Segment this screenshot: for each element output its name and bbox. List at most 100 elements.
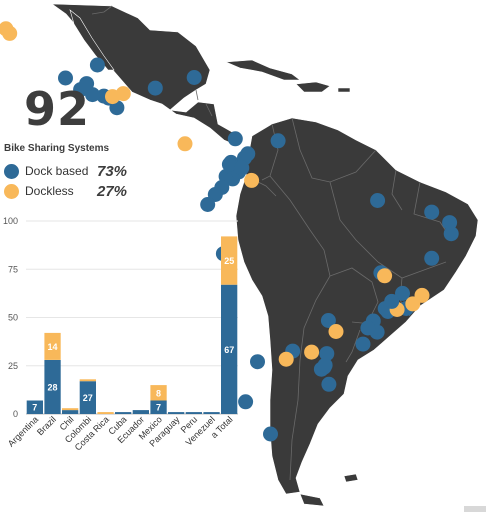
dock-based-marker xyxy=(79,76,95,92)
dock-based-marker xyxy=(424,204,440,220)
dock-based-marker xyxy=(89,57,105,73)
bar-data-label: 7 xyxy=(156,403,161,413)
dockless-marker xyxy=(177,136,193,152)
bar-dock-based xyxy=(185,412,202,414)
y-tick-label: 100 xyxy=(3,216,18,226)
hispaniola-land xyxy=(295,81,331,93)
dock-based-marker xyxy=(238,394,254,410)
dock-based-marker xyxy=(221,156,237,172)
dock-based-marker xyxy=(234,160,250,176)
border-line xyxy=(329,181,379,263)
dock-based-marker xyxy=(321,376,337,392)
bar-dockless xyxy=(62,408,79,411)
dock-based-marker xyxy=(240,146,256,162)
dock-based-marker xyxy=(370,193,386,208)
bike-system-markers xyxy=(0,21,459,442)
legend-dockless-label: Dockless xyxy=(25,184,74,198)
bar-data-label: 28 xyxy=(47,383,57,393)
chart-bars: 7 28 14 27 7 8 67 25 xyxy=(26,236,238,414)
legend-dock-based-percent: 73% xyxy=(97,162,128,180)
dock-based-marker xyxy=(384,293,400,309)
bar-dock-based xyxy=(150,400,167,414)
dock-based-swatch xyxy=(4,163,19,179)
legend-dockless: Dockless 27% xyxy=(4,182,127,200)
bar-dockless xyxy=(150,385,167,401)
dock-based-marker xyxy=(227,131,243,147)
border-line xyxy=(345,329,361,363)
border-line xyxy=(289,275,331,481)
dock-based-marker xyxy=(200,197,216,212)
puerto-rico-land xyxy=(337,87,351,93)
dockless-marker xyxy=(244,172,260,188)
chart-grid: 0 25 50 75 100 xyxy=(3,216,238,419)
dockless-marker xyxy=(304,344,320,360)
bar-dock-based xyxy=(44,360,61,414)
bar-dockless xyxy=(97,412,114,414)
border-line xyxy=(377,261,447,279)
bar-chart: 0 25 50 75 100 7 28 14 27 7 8 67 25 ArgentinaBrazil… xyxy=(3,216,238,453)
dock-based-marker xyxy=(317,357,333,373)
bar-dock-based xyxy=(132,410,149,414)
dock-based-marker xyxy=(424,250,440,266)
dock-based-marker xyxy=(320,313,336,328)
bar-dock-based xyxy=(62,410,79,414)
dock-based-marker xyxy=(319,346,335,362)
dockless-marker xyxy=(115,86,131,102)
bar-data-label: 7 xyxy=(32,403,37,413)
bar-data-label: 27 xyxy=(83,393,93,403)
total-systems-count: 92 xyxy=(24,82,91,136)
bar-dock-based xyxy=(26,400,43,414)
cuba-land xyxy=(225,59,301,81)
dock-based-marker xyxy=(186,70,202,85)
legend-dock-based: Dock based 73% xyxy=(4,162,127,180)
dock-based-marker xyxy=(250,354,265,370)
border-line xyxy=(269,175,331,277)
x-tick-label: Brazil xyxy=(35,414,58,437)
bar-dock-based xyxy=(203,412,220,414)
dock-based-marker xyxy=(85,87,100,103)
north-america-land xyxy=(51,3,241,147)
border-line xyxy=(391,169,403,211)
dockless-marker xyxy=(414,287,430,303)
bar-dock-based xyxy=(115,412,132,414)
y-tick-label: 75 xyxy=(8,264,18,274)
dockless-marker xyxy=(328,324,344,339)
south-america-land xyxy=(235,117,479,495)
tierra-del-fuego-land xyxy=(299,493,325,507)
dock-based-marker xyxy=(355,336,371,352)
bar-dock-based xyxy=(221,284,238,414)
landmass xyxy=(51,3,479,507)
bar-data-label: 14 xyxy=(47,342,57,352)
dockless-swatch xyxy=(4,183,19,199)
dock-based-marker xyxy=(395,285,410,301)
chart-subtitle: Bike Sharing Systems xyxy=(4,143,110,154)
footer-attribution-mark xyxy=(464,506,486,512)
dockless-marker xyxy=(2,25,18,41)
dock-based-marker xyxy=(147,80,163,96)
bar-dock-based xyxy=(79,381,96,414)
bar-data-label: 67 xyxy=(224,345,234,355)
falklands-land xyxy=(343,473,359,483)
bar-dock-based xyxy=(168,412,185,414)
y-tick-label: 25 xyxy=(8,361,18,371)
border-line xyxy=(291,117,377,183)
dock-based-marker xyxy=(442,215,458,231)
dockless-marker xyxy=(377,268,393,284)
dock-based-marker xyxy=(270,133,286,149)
bar-data-label: 25 xyxy=(224,256,234,266)
dock-based-marker xyxy=(360,320,376,336)
border-line xyxy=(205,103,213,117)
border-line xyxy=(91,5,113,15)
y-tick-label: 50 xyxy=(8,313,18,323)
legend-dock-based-label: Dock based xyxy=(25,164,89,178)
dock-based-marker xyxy=(58,70,73,86)
dock-based-marker xyxy=(263,426,278,442)
y-tick-label: 0 xyxy=(13,409,18,419)
baja-california-land xyxy=(69,9,115,71)
bar-dockless xyxy=(79,379,96,382)
bar-data-label: 8 xyxy=(156,388,161,398)
border-line xyxy=(195,89,199,101)
